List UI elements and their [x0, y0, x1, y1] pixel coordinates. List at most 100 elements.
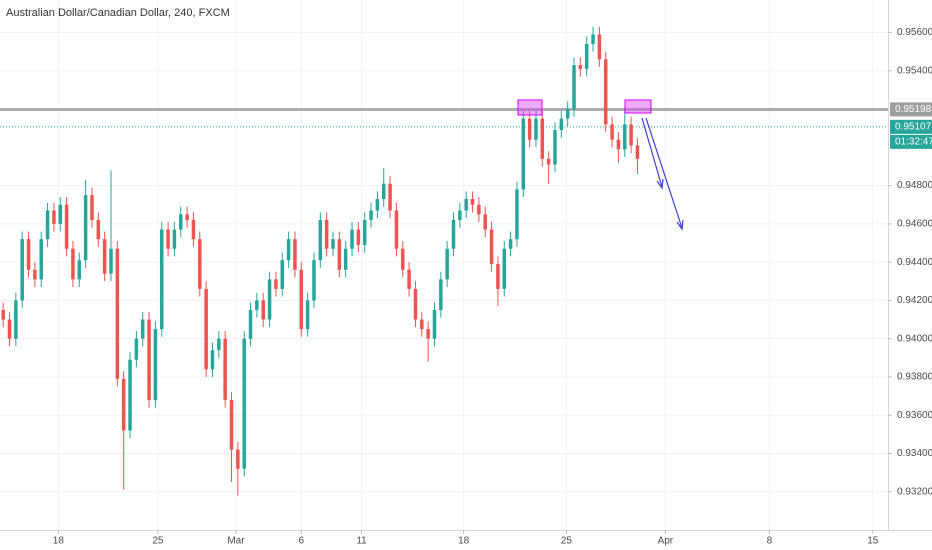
candle-body [153, 329, 158, 400]
x-tick-label: Mar [227, 536, 245, 547]
highlight-box [624, 99, 652, 114]
price-label: 0.95107 [895, 121, 932, 132]
axes: 0.95600 0.95400 0.94800 0.94600 0.94400 0.942… [53, 27, 932, 547]
candle-body [394, 210, 399, 249]
candle-body [179, 214, 183, 230]
candle-body [159, 229, 164, 330]
candle-body [362, 220, 367, 245]
candle-body [121, 378, 126, 431]
candle-body [286, 239, 291, 261]
candle-body [603, 59, 608, 125]
candle-body [369, 210, 373, 221]
x-tick-label: 25 [152, 536, 164, 547]
candle-body [204, 288, 208, 370]
candle-body [223, 338, 227, 400]
candle-body [261, 300, 265, 320]
candle-body [210, 350, 215, 370]
x-tick-label: Apr [658, 536, 674, 547]
candle-body [623, 124, 627, 150]
candle-body [337, 239, 342, 270]
drawings [517, 99, 684, 231]
candle-body [356, 229, 361, 245]
candle-body [350, 229, 354, 249]
candle-body [77, 260, 82, 280]
price-lines [0, 107, 888, 128]
y-tick-label: 0.94800 [897, 180, 932, 191]
arrow-head [676, 219, 684, 231]
candle-body [274, 279, 278, 289]
x-tick-label: 18 [458, 536, 470, 547]
candle-body [597, 34, 602, 60]
candle-body [172, 229, 177, 249]
candle-body [20, 239, 24, 301]
candle-body [565, 109, 570, 119]
candle-body [451, 220, 456, 249]
candle-body [147, 319, 151, 400]
y-tick-label: 0.93400 [897, 448, 932, 459]
candle-body [293, 239, 297, 270]
candle-body [134, 338, 139, 360]
candle-body [90, 195, 94, 221]
candle-body [540, 118, 545, 159]
candle-body [572, 65, 576, 110]
candle-body [407, 269, 411, 289]
candle-body [420, 319, 424, 330]
candle-body [140, 319, 145, 339]
y-tick-label: 0.94000 [897, 333, 932, 344]
price-label-box [890, 102, 932, 117]
candle-body [305, 300, 310, 330]
candle-body [375, 198, 380, 211]
candle-body [198, 239, 202, 289]
candle-body [52, 210, 56, 224]
highlight-box [517, 99, 543, 116]
candle-body [280, 260, 285, 289]
candle-body [445, 248, 449, 280]
candle-body [14, 300, 18, 339]
candle-body [521, 118, 526, 190]
candle-body [534, 118, 538, 140]
candle-body [515, 189, 519, 240]
candle-body [527, 118, 532, 140]
candle-body [502, 248, 507, 289]
candle-body [109, 248, 113, 274]
candle-body [83, 195, 88, 261]
x-tick-label: 6 [299, 536, 305, 547]
chart-title: Australian Dollar/Canadian Dollar, 240, … [6, 7, 230, 19]
candle-body [166, 229, 170, 249]
candle-body [388, 183, 392, 211]
price-label: 0.95198 [895, 104, 932, 115]
candle-body [470, 198, 475, 205]
candle-body [610, 124, 614, 140]
candle-body [584, 44, 589, 69]
candle-body [96, 220, 101, 240]
candle-body [616, 139, 621, 150]
candle-body [413, 288, 418, 320]
arrow-line [645, 117, 683, 229]
candle-body [217, 338, 221, 351]
candle-body [33, 269, 37, 280]
candle-body [496, 264, 500, 289]
y-tick-label: 0.95600 [897, 27, 932, 38]
candle-body [26, 239, 31, 270]
y-tick-label: 0.93800 [897, 372, 932, 383]
candle-body [39, 239, 43, 280]
candle-body [7, 319, 12, 339]
y-tick-label: 0.94400 [897, 257, 932, 268]
arrow-line [641, 117, 663, 188]
candle-body [559, 118, 564, 131]
x-tick-label: 25 [561, 536, 573, 547]
y-tick-label: 0.94600 [897, 219, 932, 230]
candle-body [115, 248, 120, 379]
candle-body [58, 204, 63, 224]
candle-body [629, 124, 633, 146]
grid [0, 0, 888, 530]
candle-body [64, 204, 69, 249]
candle-body [324, 220, 329, 249]
y-tick-label: 0.93200 [897, 486, 932, 497]
candle-body [318, 220, 323, 261]
candle-body [45, 210, 50, 240]
y-tick-label: 0.94200 [897, 295, 932, 306]
candle-body [578, 65, 583, 69]
candle-body [591, 34, 595, 45]
